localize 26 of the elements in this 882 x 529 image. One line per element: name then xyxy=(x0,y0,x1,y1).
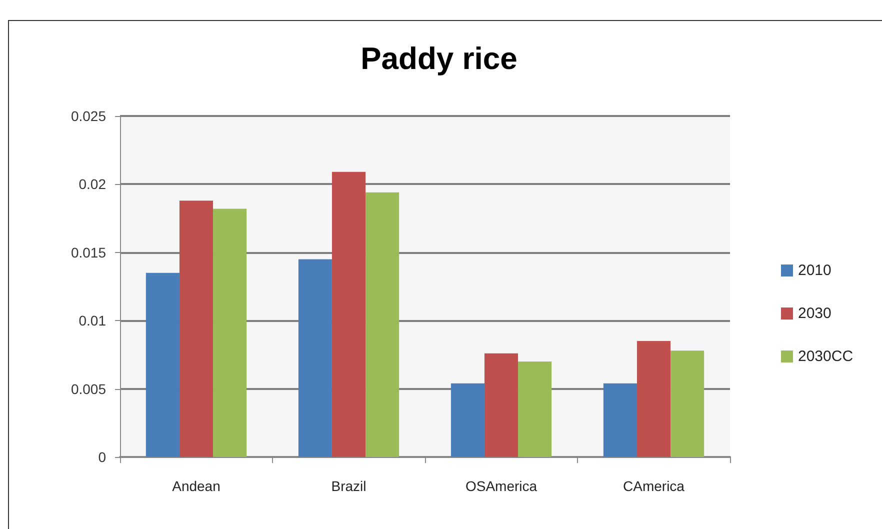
bar xyxy=(484,353,518,457)
bar xyxy=(179,200,214,457)
y-tick-label: 0.02 xyxy=(78,176,106,192)
bar xyxy=(450,383,484,457)
y-tick-label: 0.005 xyxy=(70,380,106,397)
legend-label: 2030CC xyxy=(798,348,854,365)
bar xyxy=(670,350,704,457)
x-tick-label: Andean xyxy=(172,478,220,494)
x-tick-label: OSAmerica xyxy=(465,478,538,494)
x-tick-label: Brazil xyxy=(331,478,366,494)
bar xyxy=(366,192,400,457)
bar xyxy=(332,172,366,457)
bar xyxy=(213,208,247,457)
bar xyxy=(146,272,180,457)
bar xyxy=(518,362,552,457)
legend-label: 2010 xyxy=(798,262,832,279)
bar xyxy=(636,341,671,457)
bar xyxy=(298,259,332,457)
y-tick-label: 0.015 xyxy=(70,244,106,260)
x-tick-label: CAmerica xyxy=(623,478,685,494)
bar xyxy=(603,383,637,457)
legend-label: 2030 xyxy=(798,305,832,322)
y-tick-label: 0.01 xyxy=(78,312,106,329)
y-tick-label: 0 xyxy=(98,449,106,465)
chart-title: Paddy rice xyxy=(360,41,518,76)
y-tick-label: 0.025 xyxy=(70,108,106,124)
